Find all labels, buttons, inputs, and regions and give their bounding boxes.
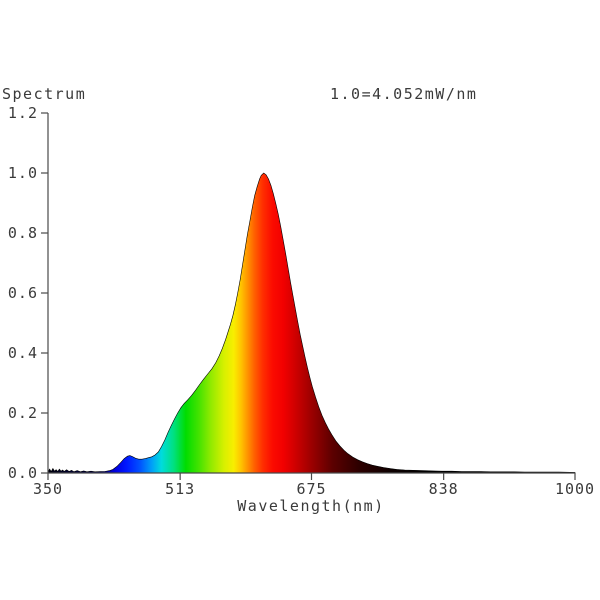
chart-title: Spectrum bbox=[2, 85, 87, 103]
y-tick-label: 0.6 bbox=[7, 284, 38, 302]
y-tick-label: 0.0 bbox=[7, 464, 38, 482]
y-tick-label: 0.2 bbox=[7, 404, 38, 422]
spectrum-curve bbox=[47, 172, 576, 474]
y-tick-label: 0.8 bbox=[7, 224, 38, 242]
x-axis-label: Wavelength(nm) bbox=[237, 497, 385, 515]
y-tick-label: 0.4 bbox=[7, 344, 38, 362]
y-tick-label: 1.0 bbox=[7, 164, 38, 182]
x-tick-label: 1000 bbox=[554, 480, 596, 498]
scale-annotation: 1.0=4.052mW/nm bbox=[330, 85, 478, 103]
x-tick-label: 513 bbox=[165, 480, 196, 498]
y-tick-label: 1.2 bbox=[7, 104, 38, 122]
x-tick-label: 838 bbox=[428, 480, 459, 498]
x-tick-label: 350 bbox=[32, 480, 64, 498]
x-tick-label: 675 bbox=[296, 480, 327, 498]
